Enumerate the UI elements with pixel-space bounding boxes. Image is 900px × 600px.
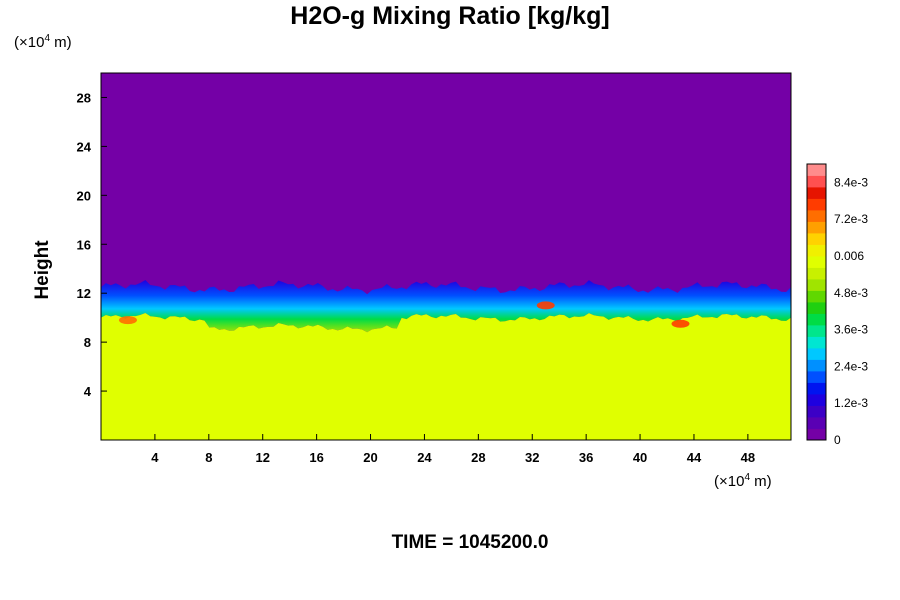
colorbar-frame — [806, 163, 827, 441]
x-tick-label-9: 40 — [633, 450, 647, 465]
time-label: TIME = 1045200.0 — [391, 532, 549, 553]
colorbar-swatch-4 — [807, 382, 826, 395]
y-axis-unit: (×104 m) — [14, 33, 72, 51]
field-lower-region — [101, 312, 791, 440]
colorbar-label-2: 2.4e-3 — [834, 359, 868, 373]
colorbar-swatch-10 — [807, 313, 826, 326]
y-tick-label-2: 12 — [77, 286, 91, 301]
x-axis-unit: (×104 m) — [714, 472, 772, 490]
colorbar-label-6: 7.2e-3 — [834, 212, 868, 226]
colorbar-swatch-5 — [807, 371, 826, 383]
colorbar-swatch-17 — [807, 233, 826, 245]
colorbar-label-0: 0 — [834, 433, 841, 447]
colorbar-label-7: 8.4e-3 — [834, 175, 868, 189]
colorbar-swatch-19 — [807, 210, 826, 222]
y-tick-label-4: 20 — [77, 188, 91, 203]
field-interface-band — [101, 280, 791, 333]
colorbar-swatch-3 — [807, 394, 826, 406]
colorbar-swatch-18 — [807, 221, 826, 234]
y-tick-label-5: 24 — [77, 139, 92, 154]
colorbar-swatch-13 — [807, 279, 826, 291]
x-tick-label-10: 44 — [687, 450, 702, 465]
colorbar-swatch-8 — [807, 336, 826, 349]
y-tick-label-6: 28 — [77, 90, 91, 105]
colorbar-swatch-11 — [807, 302, 826, 314]
x-tick-label-11: 48 — [741, 450, 755, 465]
colorbar-swatch-0 — [807, 428, 826, 441]
x-tick-label-3: 16 — [309, 450, 323, 465]
colorbar-swatch-14 — [807, 267, 826, 280]
y-tick-label-1: 8 — [84, 335, 91, 350]
x-tick-label-7: 32 — [525, 450, 539, 465]
x-tick-label-4: 20 — [363, 450, 377, 465]
colorbar-swatch-23 — [807, 164, 826, 176]
colorbar-swatch-6 — [807, 359, 826, 372]
y-axis: 4 8 12 16 20 24 28 — [77, 90, 107, 399]
colorbar-label-5: 0.006 — [834, 249, 864, 263]
x-tick-label-5: 24 — [417, 450, 432, 465]
x-axis: 4 8 12 16 20 24 28 32 36 40 44 48 — [151, 434, 755, 465]
field-layer — [101, 73, 791, 440]
colorbar-swatch-7 — [807, 348, 826, 360]
colorbar-swatch-16 — [807, 244, 826, 257]
plot-frame — [100, 72, 792, 441]
colorbar: 0 1.2e-3 2.4e-3 3.6e-3 4.8e-3 0.006 7.2e-3 8.4e… — [806, 163, 868, 447]
y-tick-label-0: 4 — [84, 384, 92, 399]
colorbar-swatch-12 — [807, 290, 826, 303]
field-maximum-1 — [671, 319, 690, 328]
chart-title: H2O-g Mixing Ratio [kg/kg] — [290, 2, 610, 30]
colorbar-label-3: 3.6e-3 — [834, 323, 868, 337]
colorbar-swatch-15 — [807, 256, 826, 268]
colorbar-swatch-2 — [807, 405, 826, 418]
x-tick-label-2: 12 — [255, 450, 269, 465]
x-tick-label-0: 4 — [151, 450, 159, 465]
colorbar-label-4: 4.8e-3 — [834, 286, 868, 300]
colorbar-swatch-9 — [807, 325, 826, 337]
y-tick-label-3: 16 — [77, 237, 91, 252]
x-tick-label-1: 8 — [205, 450, 212, 465]
field-maximum-0 — [536, 301, 555, 310]
colorbar-swatch-22 — [807, 175, 826, 188]
colorbar-label-1: 1.2e-3 — [834, 396, 868, 410]
colorbar-swatch-21 — [807, 187, 826, 199]
colorbar-swatch-1 — [807, 417, 826, 429]
x-tick-label-6: 28 — [471, 450, 485, 465]
x-tick-label-8: 36 — [579, 450, 593, 465]
field-maximum-2 — [118, 316, 137, 325]
colorbar-swatch-20 — [807, 198, 826, 211]
